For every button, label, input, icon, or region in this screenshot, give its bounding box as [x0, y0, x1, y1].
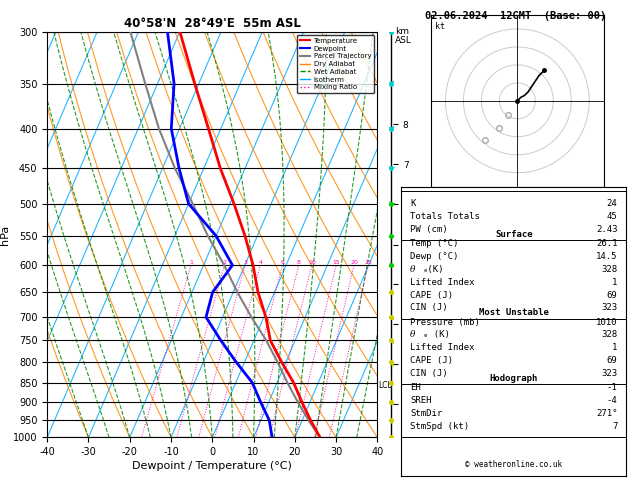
Text: 26.1: 26.1: [596, 239, 618, 248]
Text: 1: 1: [612, 278, 618, 287]
Text: Totals Totals: Totals Totals: [410, 212, 480, 221]
Text: kt: kt: [435, 22, 445, 31]
Text: -4: -4: [607, 396, 618, 405]
Text: ₑ (K): ₑ (K): [423, 330, 450, 339]
Text: © weatheronline.co.uk: © weatheronline.co.uk: [465, 460, 562, 469]
Text: 323: 323: [601, 303, 618, 312]
Text: 6: 6: [281, 260, 284, 265]
Text: Lifted Index: Lifted Index: [410, 343, 475, 352]
Text: 10: 10: [308, 260, 316, 265]
Text: CAPE (J): CAPE (J): [410, 291, 454, 299]
Text: Dewp (°C): Dewp (°C): [410, 252, 459, 261]
Text: PW (cm): PW (cm): [410, 225, 448, 234]
Text: CIN (J): CIN (J): [410, 369, 448, 378]
Text: 14.5: 14.5: [596, 252, 618, 261]
Text: 2: 2: [223, 260, 226, 265]
Text: CAPE (J): CAPE (J): [410, 356, 454, 365]
Text: K: K: [410, 199, 416, 208]
Text: 25: 25: [364, 260, 372, 265]
Legend: Temperature, Dewpoint, Parcel Trajectory, Dry Adiabat, Wet Adiabat, Isotherm, Mi: Temperature, Dewpoint, Parcel Trajectory…: [297, 35, 374, 93]
Text: 24: 24: [607, 199, 618, 208]
Text: 69: 69: [607, 291, 618, 299]
Text: ₑ(K): ₑ(K): [423, 265, 444, 274]
X-axis label: Dewpoint / Temperature (°C): Dewpoint / Temperature (°C): [132, 461, 292, 471]
Title: 40°58'N  28°49'E  55m ASL: 40°58'N 28°49'E 55m ASL: [124, 17, 301, 31]
Text: ASL: ASL: [395, 36, 412, 46]
Text: 328: 328: [601, 330, 618, 339]
Text: 2.43: 2.43: [596, 225, 618, 234]
Text: km: km: [395, 27, 409, 36]
Text: -1: -1: [607, 383, 618, 392]
Text: 271°: 271°: [596, 409, 618, 418]
Text: 1: 1: [612, 343, 618, 352]
Text: 45: 45: [607, 212, 618, 221]
Text: StmSpd (kt): StmSpd (kt): [410, 422, 469, 431]
Y-axis label: hPa: hPa: [0, 225, 10, 244]
Text: 02.06.2024  12GMT  (Base: 00): 02.06.2024 12GMT (Base: 00): [425, 11, 606, 21]
Text: 1: 1: [189, 260, 193, 265]
Text: 69: 69: [607, 356, 618, 365]
Text: 7: 7: [612, 422, 618, 431]
Text: StmDir: StmDir: [410, 409, 443, 418]
Text: 328: 328: [601, 265, 618, 274]
Text: 20: 20: [350, 260, 358, 265]
Text: θ: θ: [410, 265, 416, 274]
Text: 3: 3: [243, 260, 247, 265]
Text: EH: EH: [410, 383, 421, 392]
Text: Pressure (mb): Pressure (mb): [410, 317, 480, 327]
Text: Most Unstable: Most Unstable: [479, 309, 549, 317]
Text: 8: 8: [297, 260, 301, 265]
Text: Temp (°C): Temp (°C): [410, 239, 459, 248]
Text: 4: 4: [259, 260, 262, 265]
Text: CIN (J): CIN (J): [410, 303, 448, 312]
Text: Lifted Index: Lifted Index: [410, 278, 475, 287]
Text: LCL: LCL: [379, 381, 392, 390]
Text: 15: 15: [332, 260, 340, 265]
Text: 323: 323: [601, 369, 618, 378]
Text: SREH: SREH: [410, 396, 432, 405]
Text: Hodograph: Hodograph: [490, 374, 538, 383]
Text: Surface: Surface: [495, 230, 533, 239]
Text: θ: θ: [410, 330, 416, 339]
Text: 1010: 1010: [596, 317, 618, 327]
